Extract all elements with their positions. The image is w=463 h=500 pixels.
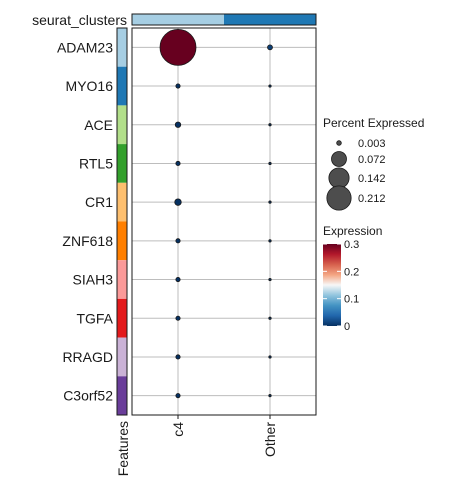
feature-labels: ADAM23 MYO16 ACE RTL5 CR1 ZNF618 SIAH3 TGFA RRAG… [57, 39, 114, 403]
dot-c4-RTL5 [175, 160, 181, 166]
feature-label: CR1 [85, 194, 113, 210]
dot-c4-CR1 [174, 198, 182, 206]
left-annotation-segment [117, 182, 127, 222]
feature-label: C3orf52 [63, 388, 113, 404]
color-legend-label: 0.2 [344, 266, 359, 278]
dot-c4-C3orf52 [175, 393, 181, 399]
dot-Other-CR1 [268, 200, 272, 204]
dot-c4-MYO16 [175, 83, 181, 89]
group-labels: c4 Other [170, 415, 278, 457]
group-label: c4 [170, 422, 186, 437]
left-annotation-segment [117, 298, 127, 338]
dot-Other-ZNF618 [268, 239, 272, 243]
size-legend-dot [336, 140, 342, 146]
dot-Other-SIAH3 [268, 277, 272, 282]
dot-Other-MYO16 [268, 84, 272, 88]
size-legend-dot [331, 151, 347, 167]
dot-Other-TGFA [268, 316, 272, 320]
feature-label: ZNF618 [62, 233, 113, 249]
feature-label: ADAM23 [57, 39, 113, 55]
top-annotation-segment [132, 14, 224, 25]
size-legend-dot [328, 167, 350, 189]
size-legend-dot [326, 185, 352, 211]
dot-c4-ZNF618 [175, 238, 181, 244]
color-legend-bar [323, 244, 341, 326]
left-annotation-segment [117, 337, 127, 377]
color-legend-label: 0.3 [344, 239, 359, 251]
top-annotation-label: seurat_clusters [32, 12, 127, 28]
data-dots [159, 28, 273, 399]
left-annotation-segment [117, 105, 127, 145]
top-annotation-bar [131, 13, 317, 26]
size-legend-label: 0.142 [358, 173, 386, 185]
size-legend: Percent Expressed 0.003 0.072 0.142 0.212 [323, 116, 424, 211]
left-annotation-segment [117, 221, 127, 261]
dot-Other-RRAGD [268, 355, 272, 359]
left-annotation-segment [117, 260, 127, 299]
gridlines [132, 28, 316, 415]
feature-label: RTL5 [79, 155, 113, 171]
dot-c4-SIAH3 [175, 277, 181, 283]
dot-c4-TGFA [175, 315, 181, 321]
group-label: Other [262, 422, 278, 457]
dot-Other-ADAM23 [267, 44, 273, 51]
plot-panel [131, 27, 317, 416]
size-legend-title: Percent Expressed [323, 116, 424, 130]
dot-Other-ACE [268, 123, 272, 127]
dot-Other-C3orf52 [268, 394, 272, 398]
feature-label: MYO16 [66, 78, 114, 94]
size-legend-label: 0.003 [358, 138, 386, 150]
dot-c4-RRAGD [175, 354, 181, 360]
feature-label: SIAH3 [73, 272, 114, 288]
dot-c4-ACE [174, 121, 182, 128]
left-annotation-bar [116, 27, 128, 416]
color-legend-title: Expression [323, 224, 382, 238]
color-legend: Expression 0 0.1 0.2 0.3 [323, 224, 382, 333]
size-legend-label: 0.212 [358, 193, 386, 205]
color-legend-label: 0.1 [344, 294, 359, 306]
color-legend-label: 0 [344, 321, 350, 333]
panel-border [131, 27, 317, 416]
dot-Other-RTL5 [268, 161, 272, 166]
size-legend-label: 0.072 [358, 154, 386, 166]
feature-label: TGFA [76, 310, 113, 326]
dot-c4-ADAM23 [159, 28, 197, 66]
left-annotation-segment [117, 66, 127, 106]
feature-label: RRAGD [62, 349, 113, 365]
left-annotation-segment [117, 28, 127, 67]
left-annotation-label: Features [115, 421, 131, 476]
left-annotation-segment [117, 144, 127, 183]
left-annotation-segment [117, 376, 127, 415]
top-annotation-border [131, 13, 317, 26]
feature-label: ACE [84, 117, 113, 133]
top-annotation-segment [224, 14, 316, 25]
left-annotation-border [116, 27, 128, 416]
